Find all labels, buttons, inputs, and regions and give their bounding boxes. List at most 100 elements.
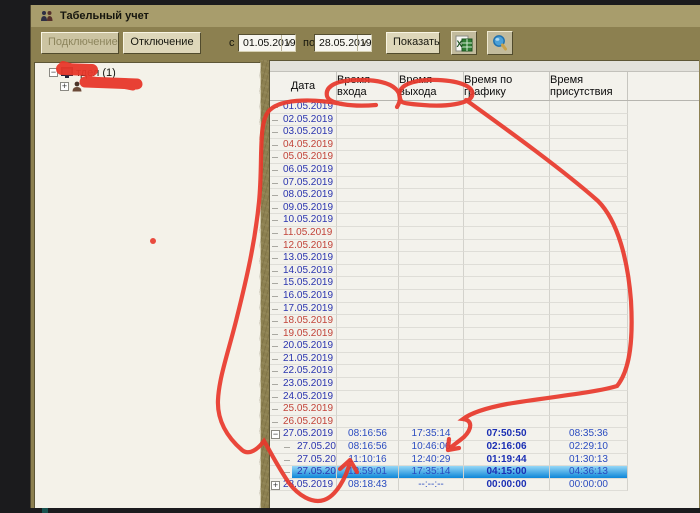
- day-row[interactable]: 13.05.2019: [270, 252, 628, 265]
- panel-splitter[interactable]: [259, 60, 269, 508]
- day-row[interactable]: 03.05.2019: [270, 126, 628, 139]
- day-row[interactable]: 24.05.2019: [270, 390, 628, 404]
- column-header[interactable]: Время по графику: [464, 72, 550, 100]
- presence-time-cell: [550, 101, 628, 114]
- presence-time-cell: [550, 176, 628, 190]
- detail-row[interactable]: 27.05.20 11:10:16 12:40:29 01:19:44 01:30:13: [270, 453, 628, 467]
- day-row[interactable]: 12.05.2019: [270, 239, 628, 253]
- date-cell: 19.05.2019: [270, 327, 337, 341]
- chevron-down-icon[interactable]: ∨: [281, 35, 295, 51]
- show-button[interactable]: Показать: [386, 32, 440, 54]
- date-from-label: с: [229, 37, 235, 49]
- day-row[interactable]: 14.05.2019: [270, 264, 628, 278]
- date-cell: 16.05.2019: [270, 289, 337, 303]
- column-header[interactable]: Время выхода: [399, 72, 464, 100]
- collapse-minus-icon[interactable]: −: [271, 429, 280, 440]
- date-cell: 15.05.2019: [270, 277, 337, 290]
- entry-time-cell: 08:18:43: [337, 478, 399, 492]
- entry-time-cell: [337, 226, 399, 240]
- presence-time-cell: [550, 352, 628, 366]
- date-cell: 27.05.20: [270, 466, 337, 479]
- day-row[interactable]: 11.05.2019: [270, 226, 628, 240]
- entry-time-cell: [337, 176, 399, 190]
- day-row[interactable]: 19.05.2019: [270, 327, 628, 341]
- day-row[interactable]: 17.05.2019: [270, 302, 628, 316]
- presence-time-cell: [550, 390, 628, 404]
- presence-time-cell: [550, 403, 628, 416]
- window-title: Табельный учет: [60, 10, 149, 22]
- entry-time-cell: [337, 151, 399, 164]
- exit-time-cell: [399, 327, 464, 341]
- column-header[interactable]: Время входа: [337, 72, 399, 100]
- collapse-minus-icon[interactable]: −: [49, 67, 58, 77]
- day-row[interactable]: −27.05.2019 08:16:56 17:35:14 07:50:50 08:35…: [270, 428, 628, 442]
- date-cell: 28.05.2019: [270, 478, 337, 492]
- schedule-time-cell: 04:15:00: [464, 466, 550, 479]
- entry-time-cell: 08:16:56: [337, 441, 399, 454]
- schedule-time-cell: [464, 189, 550, 202]
- exit-time-cell: [399, 340, 464, 353]
- day-row[interactable]: 07.05.2019: [270, 176, 628, 190]
- exit-time-cell: [399, 302, 464, 316]
- day-row[interactable]: 02.05.2019: [270, 113, 628, 127]
- date-cell: 27.05.20: [270, 453, 337, 467]
- excel-export-button[interactable]: X: [451, 31, 477, 55]
- exit-time-cell: [399, 226, 464, 240]
- exit-time-cell: [399, 315, 464, 328]
- day-row[interactable]: 05.05.2019: [270, 151, 628, 164]
- date-cell: 24.05.2019: [270, 390, 337, 404]
- day-row[interactable]: 08.05.2019: [270, 189, 628, 202]
- day-row[interactable]: 22.05.2019: [270, 365, 628, 379]
- column-header[interactable]: Время присутствия: [550, 72, 628, 100]
- expand-plus-icon[interactable]: +: [271, 479, 280, 490]
- column-header[interactable]: Дата: [270, 72, 337, 100]
- day-row[interactable]: 09.05.2019: [270, 201, 628, 215]
- expand-plus-icon[interactable]: +: [60, 81, 69, 91]
- disconnect-button[interactable]: Отключение: [123, 32, 201, 54]
- day-row[interactable]: 18.05.2019: [270, 315, 628, 328]
- exit-time-cell: [399, 403, 464, 416]
- day-row[interactable]: 26.05.2019: [270, 415, 628, 429]
- day-row[interactable]: 06.05.2019: [270, 163, 628, 177]
- day-row[interactable]: 15.05.2019: [270, 277, 628, 290]
- zoom-search-button[interactable]: [487, 31, 513, 55]
- tree-node-department[interactable]: − тдел (1): [49, 66, 116, 79]
- presence-time-cell: [550, 214, 628, 227]
- date-cell: 03.05.2019: [270, 126, 337, 139]
- connect-button[interactable]: Подключение: [41, 32, 119, 54]
- day-row[interactable]: 04.05.2019: [270, 138, 628, 152]
- day-row[interactable]: 25.05.2019: [270, 403, 628, 416]
- detail-row[interactable]: 27.05.20 08:16:56 10:46:06 02:16:06 02:29:10: [270, 441, 628, 454]
- schedule-time-cell: 07:50:50: [464, 428, 550, 442]
- presence-time-cell: [550, 340, 628, 353]
- date-to-picker[interactable]: 28.05.2019 ∨: [314, 34, 372, 52]
- date-cell: 05.05.2019: [270, 151, 337, 164]
- chevron-down-icon[interactable]: ∨: [357, 35, 371, 51]
- presence-time-cell: [550, 327, 628, 341]
- day-row[interactable]: 16.05.2019: [270, 289, 628, 303]
- schedule-time-cell: [464, 126, 550, 139]
- day-row[interactable]: 21.05.2019: [270, 352, 628, 366]
- exit-time-cell: [399, 289, 464, 303]
- day-row[interactable]: 23.05.2019: [270, 378, 628, 391]
- detail-row[interactable]: 27.05.20 12:59:01 17:35:14 04:15:00 04:36:13: [270, 466, 628, 479]
- day-row[interactable]: +28.05.2019 08:18:43 --:--:-- 00:00:00 00:00…: [270, 478, 628, 492]
- day-row[interactable]: 20.05.2019: [270, 340, 628, 353]
- date-from-picker[interactable]: 01.05.2019 ∨: [238, 34, 296, 52]
- entry-time-cell: 08:16:56: [337, 428, 399, 442]
- day-row[interactable]: 01.05.2019: [270, 101, 628, 114]
- tree-node-employee[interactable]: +: [60, 80, 85, 93]
- date-cell: 09.05.2019: [270, 201, 337, 215]
- day-row[interactable]: 10.05.2019: [270, 214, 628, 227]
- employee-tree-panel: − тдел (1) +: [34, 62, 261, 508]
- exit-time-cell: [399, 252, 464, 265]
- entry-time-cell: [337, 163, 399, 177]
- svg-text:X: X: [457, 39, 463, 49]
- entry-time-cell: [337, 277, 399, 290]
- schedule-time-cell: [464, 151, 550, 164]
- date-cell: 12.05.2019: [270, 239, 337, 253]
- exit-time-cell: 10:46:06: [399, 441, 464, 454]
- schedule-time-cell: [464, 226, 550, 240]
- entry-time-cell: 12:59:01: [337, 466, 399, 479]
- exit-time-cell: [399, 264, 464, 278]
